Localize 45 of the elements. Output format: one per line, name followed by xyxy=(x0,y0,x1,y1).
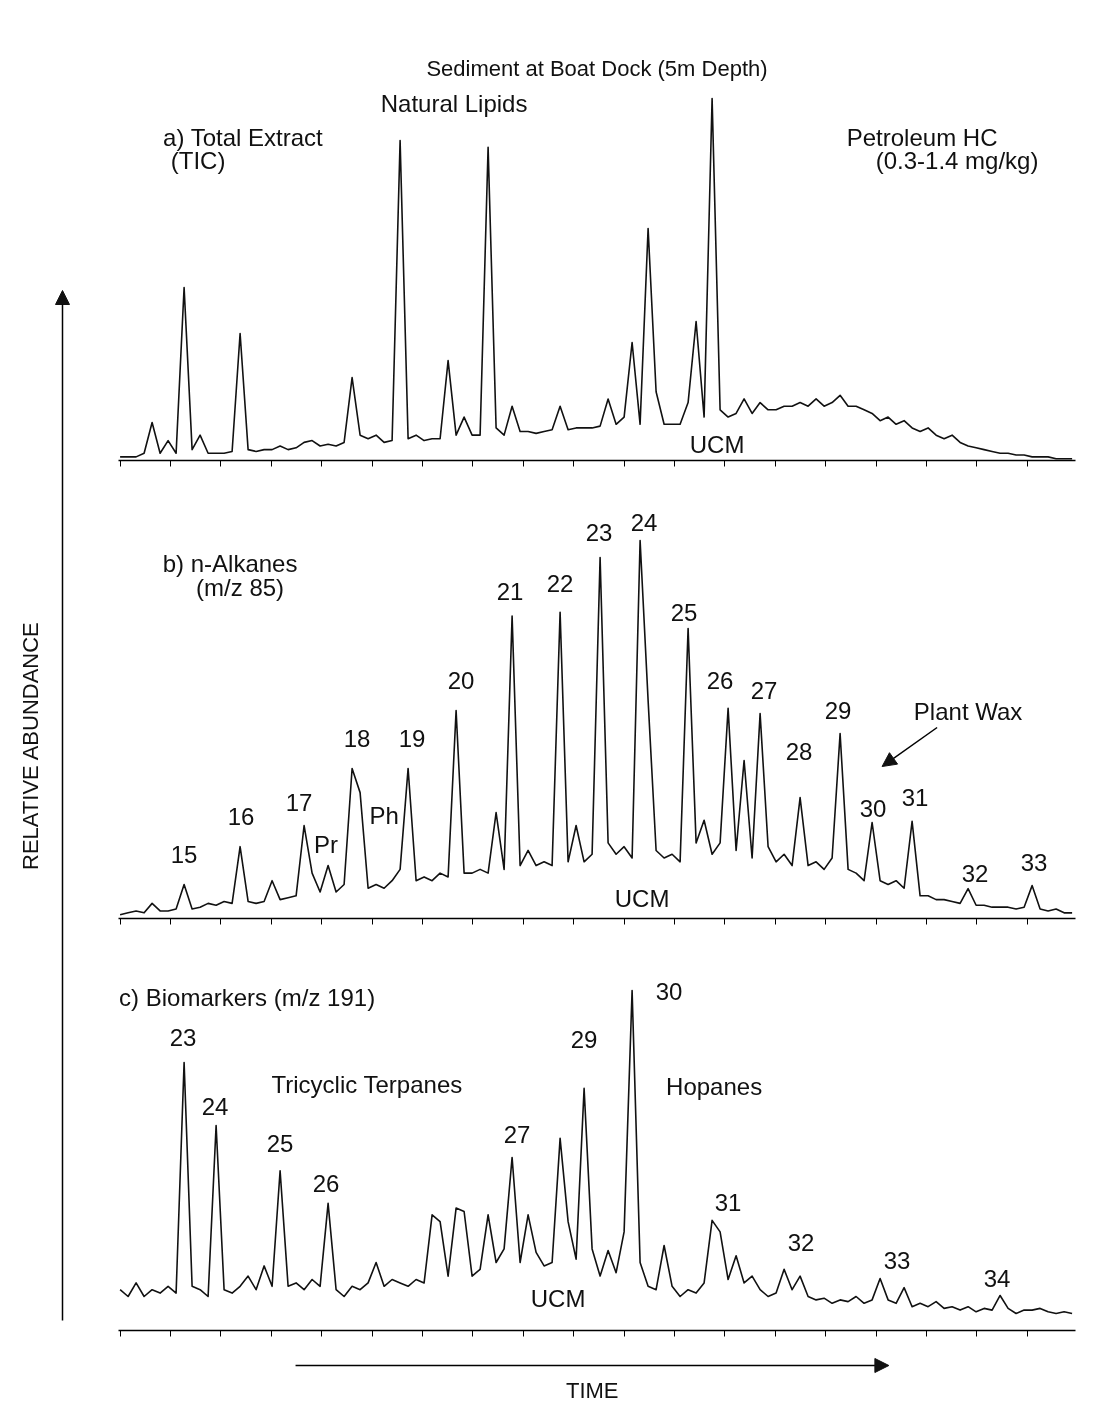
annotation: 30 xyxy=(859,795,887,822)
annotation: Tricyclic Terpanes xyxy=(271,1071,463,1098)
annotation: 31 xyxy=(901,784,929,811)
annotation: 17 xyxy=(285,789,313,816)
annotation: 23 xyxy=(169,1024,197,1051)
annotation: 26 xyxy=(706,667,734,694)
annotation: 28 xyxy=(785,738,813,765)
annotation: (m/z 85) xyxy=(196,574,285,601)
annotation: 33 xyxy=(1020,849,1048,876)
annotation: 21 xyxy=(496,578,524,605)
annotation: c) Biomarkers (m/z 191) xyxy=(119,984,376,1011)
annotation: Ph xyxy=(369,802,399,829)
x-axis-title: TIME xyxy=(565,1378,619,1403)
annotation: Natural Lipids xyxy=(380,90,528,117)
annotation: 22 xyxy=(546,570,574,597)
annotation: 33 xyxy=(883,1247,911,1274)
annotation: UCM xyxy=(530,1285,586,1312)
annotation: 19 xyxy=(398,725,426,752)
annotation: 32 xyxy=(787,1229,815,1256)
annotation: Pr xyxy=(314,831,339,858)
annotation: 25 xyxy=(670,599,698,626)
annotation: 27 xyxy=(503,1121,531,1148)
annotation: 24 xyxy=(201,1093,229,1120)
annotation: UCM xyxy=(689,431,745,458)
annotation: 34 xyxy=(983,1265,1011,1292)
annotation: UCM xyxy=(614,885,670,912)
annotation: 29 xyxy=(570,1026,598,1053)
annotation: 29 xyxy=(824,697,852,724)
annotation: Hopanes xyxy=(666,1073,763,1100)
annotation: 15 xyxy=(170,841,198,868)
annotation: 20 xyxy=(447,667,475,694)
annotation: 27 xyxy=(750,677,778,704)
annotation: 26 xyxy=(312,1170,340,1197)
y-axis-title: RELATIVE ABUNDANCE xyxy=(18,622,43,870)
annotation: 18 xyxy=(343,725,371,752)
chart-title: Sediment at Boat Dock (5m Depth) xyxy=(426,55,768,81)
annotation: 23 xyxy=(585,519,613,546)
text: 24 xyxy=(630,509,658,536)
annotation: 32 xyxy=(961,860,989,887)
annotation: b) n-Alkanes xyxy=(162,550,298,577)
annotation: 25 xyxy=(266,1130,294,1157)
annotation: 31 xyxy=(714,1189,742,1216)
annotation: Plant Wax xyxy=(913,698,1023,725)
annotation: 16 xyxy=(227,803,255,830)
annotation: 30 xyxy=(655,978,683,1005)
